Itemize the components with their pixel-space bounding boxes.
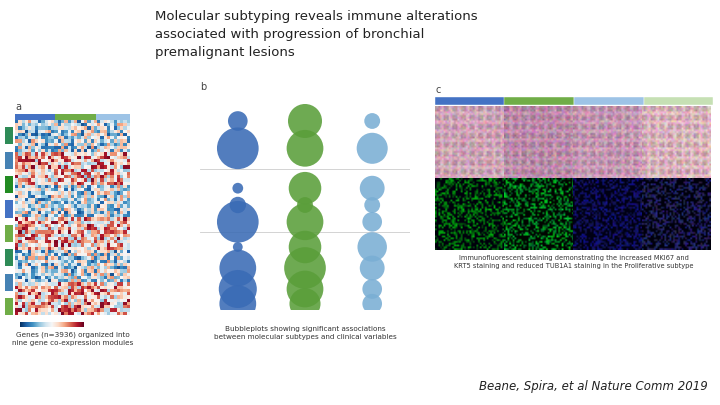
Point <box>232 145 243 151</box>
Point <box>300 301 311 307</box>
Point <box>300 202 311 208</box>
Point <box>300 219 311 225</box>
Point <box>232 244 243 250</box>
Point <box>232 219 243 225</box>
Point <box>300 265 311 271</box>
Point <box>366 202 378 208</box>
Point <box>366 185 378 192</box>
Text: Immunofluorescent staining demonstrating the increased MKI67 and
KRT5 staining a: Immunofluorescent staining demonstrating… <box>454 255 694 269</box>
Point <box>366 286 378 292</box>
Point <box>300 118 311 124</box>
Point <box>300 244 311 250</box>
Point <box>366 265 378 271</box>
Point <box>232 286 243 292</box>
Point <box>300 185 311 192</box>
Point <box>232 301 243 307</box>
Text: Genes (n=3936) organized into
nine gene co-expression modules: Genes (n=3936) organized into nine gene … <box>12 331 133 345</box>
Point <box>232 202 243 208</box>
Point <box>366 219 378 225</box>
Text: Beane, Spira, et al Nature Comm 2019: Beane, Spira, et al Nature Comm 2019 <box>480 380 708 393</box>
Text: Bubbleplots showing significant associations
between molecular subtypes and clin: Bubbleplots showing significant associat… <box>214 326 397 340</box>
Point <box>300 286 311 292</box>
Point <box>366 244 378 250</box>
Point <box>232 185 243 192</box>
Point <box>366 301 378 307</box>
Point <box>366 118 378 124</box>
Text: c: c <box>435 85 441 95</box>
Point <box>300 145 311 151</box>
Point <box>366 145 378 151</box>
Point <box>232 265 243 271</box>
Text: a: a <box>15 102 21 112</box>
Text: Molecular subtyping reveals immune alterations
associated with progression of br: Molecular subtyping reveals immune alter… <box>155 10 477 59</box>
Text: b: b <box>200 82 206 92</box>
Point <box>232 118 243 124</box>
